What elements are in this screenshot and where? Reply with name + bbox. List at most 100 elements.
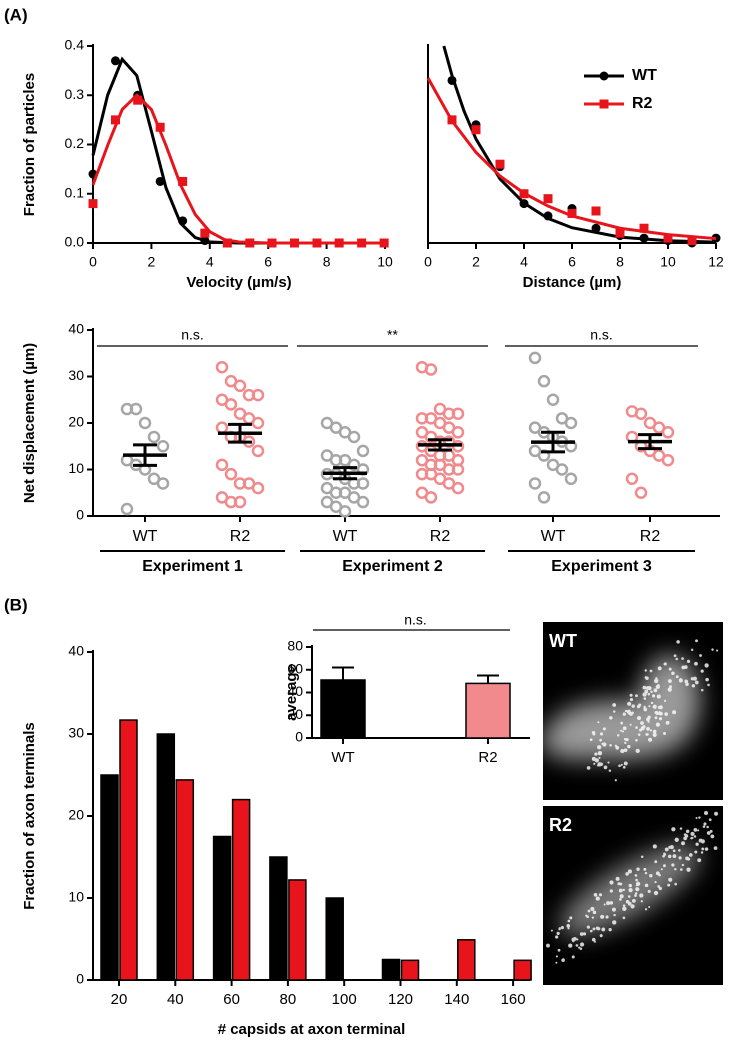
y-tick-label: 20 — [287, 706, 303, 722]
data-point — [224, 467, 238, 481]
x-tick-label: 60 — [223, 991, 240, 1008]
significance-label: n.s. — [404, 612, 427, 628]
speckle — [679, 677, 682, 681]
speckle — [630, 904, 635, 909]
bar — [100, 774, 119, 981]
speckle — [648, 737, 653, 742]
speckle — [605, 915, 609, 919]
x-tick-label: 140 — [444, 991, 469, 1008]
speckle — [646, 733, 649, 736]
speckle — [622, 712, 626, 715]
x-tick-label: R2 — [640, 528, 661, 545]
data-point — [245, 238, 255, 248]
speckle — [628, 883, 633, 888]
speckle — [706, 825, 709, 829]
speckle — [651, 694, 656, 698]
speckle — [658, 711, 663, 716]
speckle — [672, 849, 676, 853]
speckle — [627, 869, 632, 874]
speckle — [658, 717, 663, 721]
speckle — [705, 677, 709, 682]
speckle — [607, 761, 610, 764]
speckle — [653, 890, 659, 896]
speckle — [694, 680, 699, 685]
data-point — [200, 228, 210, 238]
data-point — [356, 444, 370, 458]
speckle — [650, 701, 654, 705]
data-point — [379, 238, 389, 248]
data-point — [224, 398, 238, 411]
speckle — [647, 720, 650, 723]
x-tick-label: 6 — [568, 254, 576, 270]
image-label: R2 — [549, 815, 572, 835]
speckle — [582, 932, 587, 936]
speckle — [685, 682, 689, 687]
x-tick-label: 6 — [264, 254, 272, 270]
speckle — [615, 745, 620, 750]
speckle — [675, 675, 679, 679]
speckle — [654, 716, 658, 720]
speckle — [646, 727, 650, 731]
speckle — [671, 671, 675, 676]
data-point — [347, 430, 361, 444]
speckle — [609, 743, 612, 747]
speckle — [587, 909, 591, 913]
data-point — [451, 426, 465, 439]
panel-label: (A) — [4, 5, 28, 24]
speckle — [629, 697, 634, 702]
speckle — [654, 860, 658, 864]
speckle — [620, 763, 623, 766]
x-tick-label: R2 — [478, 749, 497, 766]
speckle — [695, 817, 698, 820]
bar — [381, 958, 401, 981]
speckle — [566, 924, 571, 928]
y-tick-label: 20 — [68, 807, 84, 823]
x-tick-label: WT — [331, 749, 354, 766]
speckle — [655, 712, 659, 716]
bar — [288, 879, 307, 981]
speckle — [567, 927, 570, 930]
speckle — [634, 892, 638, 895]
speckle — [644, 689, 649, 694]
x-tick-label: 4 — [206, 254, 214, 270]
speckle — [664, 853, 667, 856]
speckle — [711, 648, 714, 651]
speckle — [571, 955, 575, 959]
x-axis-label: Velocity (µm/s) — [186, 274, 291, 291]
data-point — [267, 238, 277, 248]
data-point — [215, 458, 229, 472]
data-point — [133, 95, 143, 105]
significance-label: n.s. — [181, 327, 204, 343]
speckle — [635, 748, 640, 754]
group-label: Experiment 2 — [342, 558, 443, 575]
speckle — [627, 744, 631, 749]
speckle — [714, 811, 719, 816]
speckle — [612, 703, 617, 707]
speckle — [674, 882, 677, 886]
speckle — [707, 683, 710, 687]
speckle — [613, 913, 616, 917]
micrograph — [543, 806, 723, 985]
data-point — [519, 199, 529, 209]
speckle — [654, 881, 657, 884]
speckle — [623, 761, 628, 766]
y-tick-label: 0.4 — [65, 37, 85, 53]
speckle — [560, 925, 564, 930]
speckle — [579, 942, 585, 947]
data-point — [634, 486, 648, 499]
speckle — [578, 946, 581, 949]
data-point — [120, 502, 134, 516]
data-point — [251, 444, 265, 458]
speckle — [695, 639, 698, 643]
bar — [119, 719, 138, 981]
speckle — [635, 726, 638, 729]
speckle — [567, 919, 571, 923]
speckle — [627, 701, 632, 706]
panel-label: (B) — [4, 595, 28, 614]
speckle — [672, 710, 677, 715]
data-point — [543, 211, 553, 221]
x-tick-label: 0 — [89, 254, 97, 270]
speckle — [678, 856, 682, 860]
data-point — [334, 238, 344, 248]
